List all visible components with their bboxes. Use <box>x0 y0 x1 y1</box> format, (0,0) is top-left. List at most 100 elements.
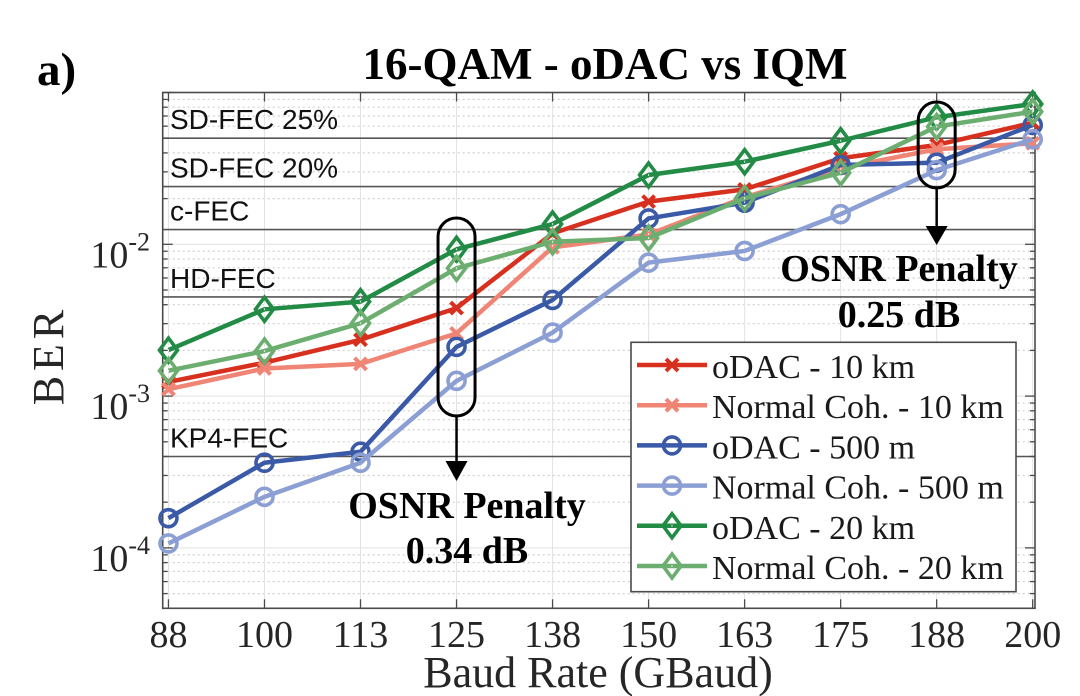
diamond-marker <box>733 183 756 214</box>
circle-marker <box>446 336 467 358</box>
diamond-marker <box>1021 96 1044 127</box>
x-tick-label: 125 <box>428 614 485 656</box>
chart-title: 16-QAM - oDAC vs IQM <box>363 39 848 89</box>
x-marker <box>664 357 680 373</box>
diamond-marker-shape <box>925 102 948 133</box>
x-marker <box>257 361 272 376</box>
annotation-value: 0.25 dB <box>838 294 960 336</box>
y-tick-label-exponent: -4 <box>128 531 150 560</box>
series-line <box>167 137 1034 546</box>
diamond-marker-shape <box>829 125 852 156</box>
legend-entry: oDAC - 20 km <box>637 510 915 547</box>
y-tick-label-exponent: -2 <box>128 227 150 256</box>
diamond-marker-shape <box>660 510 684 541</box>
x-tick-label: 100 <box>236 614 293 656</box>
circle-marker <box>542 289 563 311</box>
diamond-marker <box>733 146 756 177</box>
y-tick-label: 10-3 <box>90 379 150 428</box>
circle-marker <box>254 486 275 508</box>
x-axis-label: Baud Rate (GBaud) <box>423 648 772 696</box>
diamond-marker-shape <box>445 234 468 265</box>
diamond-marker <box>445 253 468 284</box>
diamond-marker-shape <box>541 209 564 240</box>
x-marker <box>449 300 464 316</box>
diamond-marker <box>637 223 660 254</box>
panel-label: a) <box>37 44 76 96</box>
y-tick-label-base: 10 <box>90 538 128 580</box>
diamond-marker-shape <box>349 308 372 339</box>
diamond-marker-shape <box>445 253 468 284</box>
series-group <box>158 128 1043 554</box>
diamond-marker <box>157 355 180 386</box>
series <box>157 88 1044 554</box>
diamond-marker-shape <box>1021 96 1044 127</box>
circle-marker <box>1022 128 1043 150</box>
diamond-marker <box>660 551 684 581</box>
annotation-value: 0.34 dB <box>406 530 528 572</box>
annotation-title: OSNR Penalty <box>348 485 586 527</box>
plot-area-box <box>161 91 1036 610</box>
fec-threshold-label: KP4-FEC <box>170 423 288 454</box>
diamond-marker-shape <box>733 183 756 214</box>
y-tick-label-base: 10 <box>90 386 128 428</box>
x-marker-stroke <box>257 361 272 376</box>
legend-box <box>630 341 1017 593</box>
legend-entry: Normal Coh. - 500 m <box>637 470 1004 507</box>
x-tick-label: 188 <box>908 614 965 656</box>
circle-marker <box>661 435 683 456</box>
legend-label: Normal Coh. - 10 km <box>712 389 1004 426</box>
circle-marker <box>158 533 179 554</box>
diamond-marker-shape <box>253 336 276 367</box>
diamond-marker-shape <box>733 146 756 177</box>
series-line <box>167 122 1034 521</box>
x-marker-stroke <box>449 300 464 316</box>
legend-label: oDAC - 20 km <box>712 510 915 547</box>
x-marker-stroke <box>353 332 368 348</box>
diamond-marker <box>925 111 948 142</box>
annotation-title: OSNR Penalty <box>780 248 1018 290</box>
diamond-marker-shape <box>157 355 180 386</box>
series-group <box>157 96 1044 386</box>
x-marker-stroke <box>664 357 680 373</box>
legend-entry: Normal Coh. - 20 km <box>637 550 1004 587</box>
fec-thresholds: SD-FEC 25% SD-FEC 20% c-FEC HD-FEC KP4-FEC <box>162 104 1035 458</box>
labels: a) 16-QAM - oDAC vs IQM Baud Rate (GBaud… <box>24 39 847 696</box>
legend-label: oDAC - 500 m <box>712 429 915 466</box>
diamond-marker-shape <box>157 335 180 366</box>
circle-marker <box>734 240 755 262</box>
circle-marker <box>446 370 467 392</box>
legend-entry: oDAC - 500 m <box>637 429 915 466</box>
diamond-marker-shape <box>925 111 948 142</box>
diamond-marker-shape <box>637 223 660 254</box>
circle-marker <box>542 322 563 343</box>
diamond-marker <box>829 157 852 188</box>
legend-label: Normal Coh. - 20 km <box>712 550 1004 587</box>
diamond-marker-shape <box>637 160 660 191</box>
circle-marker <box>254 452 275 474</box>
x-marker <box>161 381 176 397</box>
x-tick-label: 150 <box>620 614 677 656</box>
diamond-marker <box>541 226 564 257</box>
y-tick-label-base: 10 <box>90 234 128 276</box>
x-tick-label: 138 <box>524 614 581 656</box>
circle-marker <box>158 507 179 529</box>
diamond-marker <box>829 125 852 156</box>
x-marker <box>664 397 680 413</box>
x-tick-label: 163 <box>716 614 773 656</box>
diamond-marker-shape <box>660 551 684 581</box>
fec-threshold-label: HD-FEC <box>170 263 276 294</box>
fec-threshold-label: SD-FEC 20% <box>170 153 338 184</box>
legend-label: Normal Coh. - 500 m <box>712 470 1004 507</box>
x-marker <box>353 332 368 348</box>
y-tick-label: 10-2 <box>90 227 150 276</box>
fec-threshold-label: c-FEC <box>170 196 249 227</box>
circle-marker <box>926 159 947 181</box>
diamond-marker-shape <box>829 157 852 188</box>
y-tick-label: 10-4 <box>90 531 150 580</box>
diamond-marker <box>157 335 180 366</box>
